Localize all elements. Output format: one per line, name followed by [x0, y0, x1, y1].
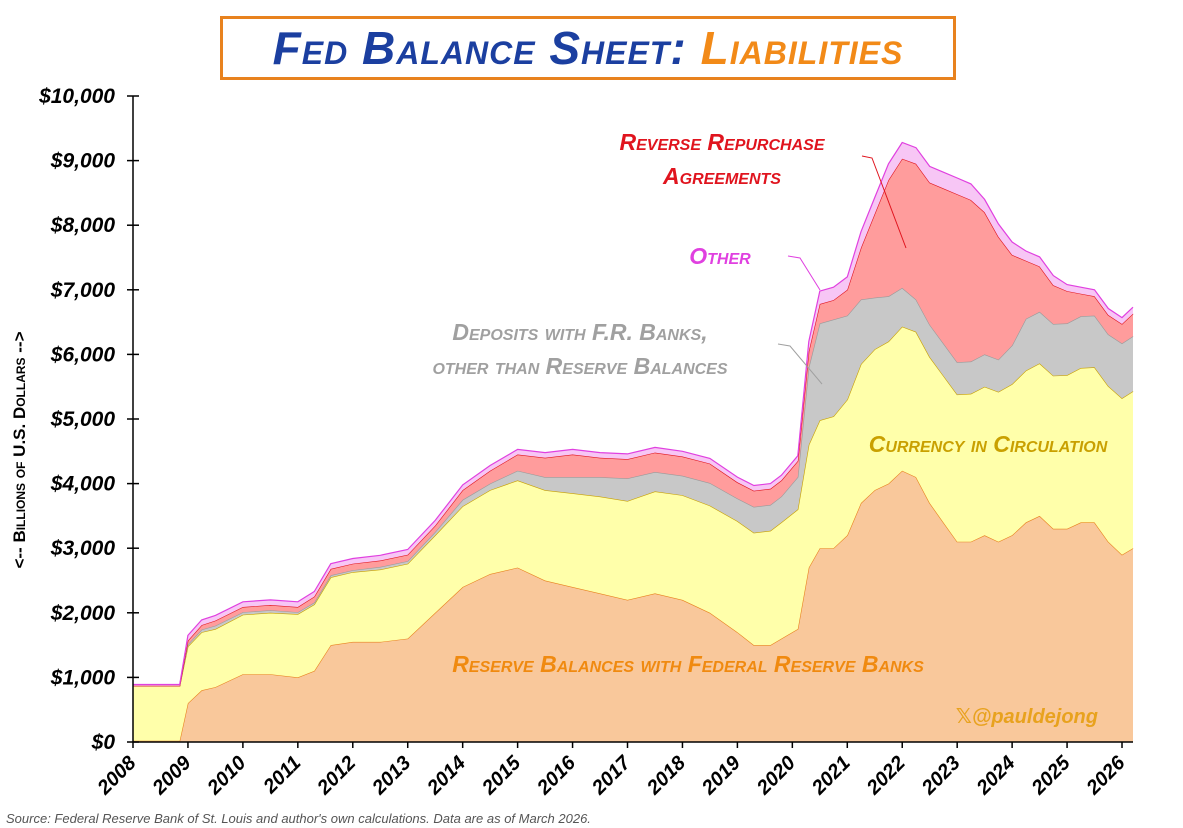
area-series-3	[133, 158, 1133, 686]
x-tick-label: 2008	[93, 751, 141, 799]
area-series-0	[133, 470, 1133, 742]
y-tick-label: $8,000	[50, 214, 116, 237]
x-tick-label: 2017	[587, 751, 635, 799]
annotation-leader	[861, 155, 907, 249]
x-tick-label: 2019	[697, 751, 745, 799]
x-tick-label: 2016	[532, 751, 580, 799]
x-tick-label: 2014	[422, 752, 470, 800]
x-tick-label: 2015	[477, 751, 525, 799]
x-tick-label: 2018	[642, 751, 690, 799]
annotation-leader	[787, 255, 821, 291]
annotation-label: Currency in Circulation	[869, 431, 1108, 457]
y-tick-label: $1,000	[50, 666, 116, 689]
axes: $0 $1,000 $2,000 $3,000 $4,000 $5,000 $6,000 $7…	[38, 85, 1133, 800]
annotation-label: Reserve Balances with Federal Reserve Ba…	[452, 651, 924, 677]
watermark: 𝕏@pauldejong	[956, 706, 1098, 728]
x-tick-label: 2011	[259, 752, 306, 799]
x-tick-label: 2013	[368, 752, 416, 800]
x-tick-label: 2024	[972, 752, 1020, 800]
x-tick-label: 2012	[313, 752, 361, 800]
x-tick-label: 2023	[917, 752, 965, 800]
y-tick-label: $4,000	[50, 473, 116, 496]
y-tick-label: $9,000	[50, 150, 116, 173]
annotation-label: Other	[689, 243, 751, 269]
x-tick-label: 2009	[148, 751, 196, 799]
series-edge-4	[133, 141, 1134, 686]
annotations: Reverse Repurchase Agreements Other Deposit…	[432, 129, 1107, 677]
title-accent: Liabilities	[700, 22, 904, 74]
annotation-label: Agreements	[662, 163, 781, 189]
x-tick-label: 2020	[752, 752, 800, 800]
area-series-2	[133, 287, 1133, 686]
area-series-1	[133, 326, 1133, 741]
chart-title: Fed Balance Sheet: Liabilities	[220, 16, 956, 80]
y-tick-label: $0	[91, 731, 116, 754]
x-tick-label: 2010	[203, 752, 251, 800]
annotation-label: Deposits with F.R. Banks,	[452, 319, 707, 345]
x-tick-label: 2026	[1082, 751, 1130, 799]
source-note: Source: Federal Reserve Bank of St. Loui…	[6, 811, 591, 826]
y-tick-label: $6,000	[50, 343, 116, 366]
annotation-label: other than Reserve Balances	[432, 353, 727, 379]
annotation-label: Reverse Repurchase	[620, 129, 826, 155]
x-tick-label: 2025	[1027, 751, 1075, 799]
y-tick-label: $7,000	[50, 279, 116, 302]
annotation-leader	[777, 343, 823, 385]
y-tick-label: $5,000	[50, 408, 116, 431]
area-layers	[133, 141, 1134, 742]
y-tick-label: $3,000	[50, 537, 116, 560]
x-tick-label: 2022	[862, 752, 910, 800]
x-tick-label: 2021	[807, 752, 855, 800]
title-main: Fed Balance Sheet:	[272, 22, 687, 74]
y-tick-label: $10,000	[38, 85, 115, 108]
y-tick-label: $2,000	[50, 602, 116, 625]
